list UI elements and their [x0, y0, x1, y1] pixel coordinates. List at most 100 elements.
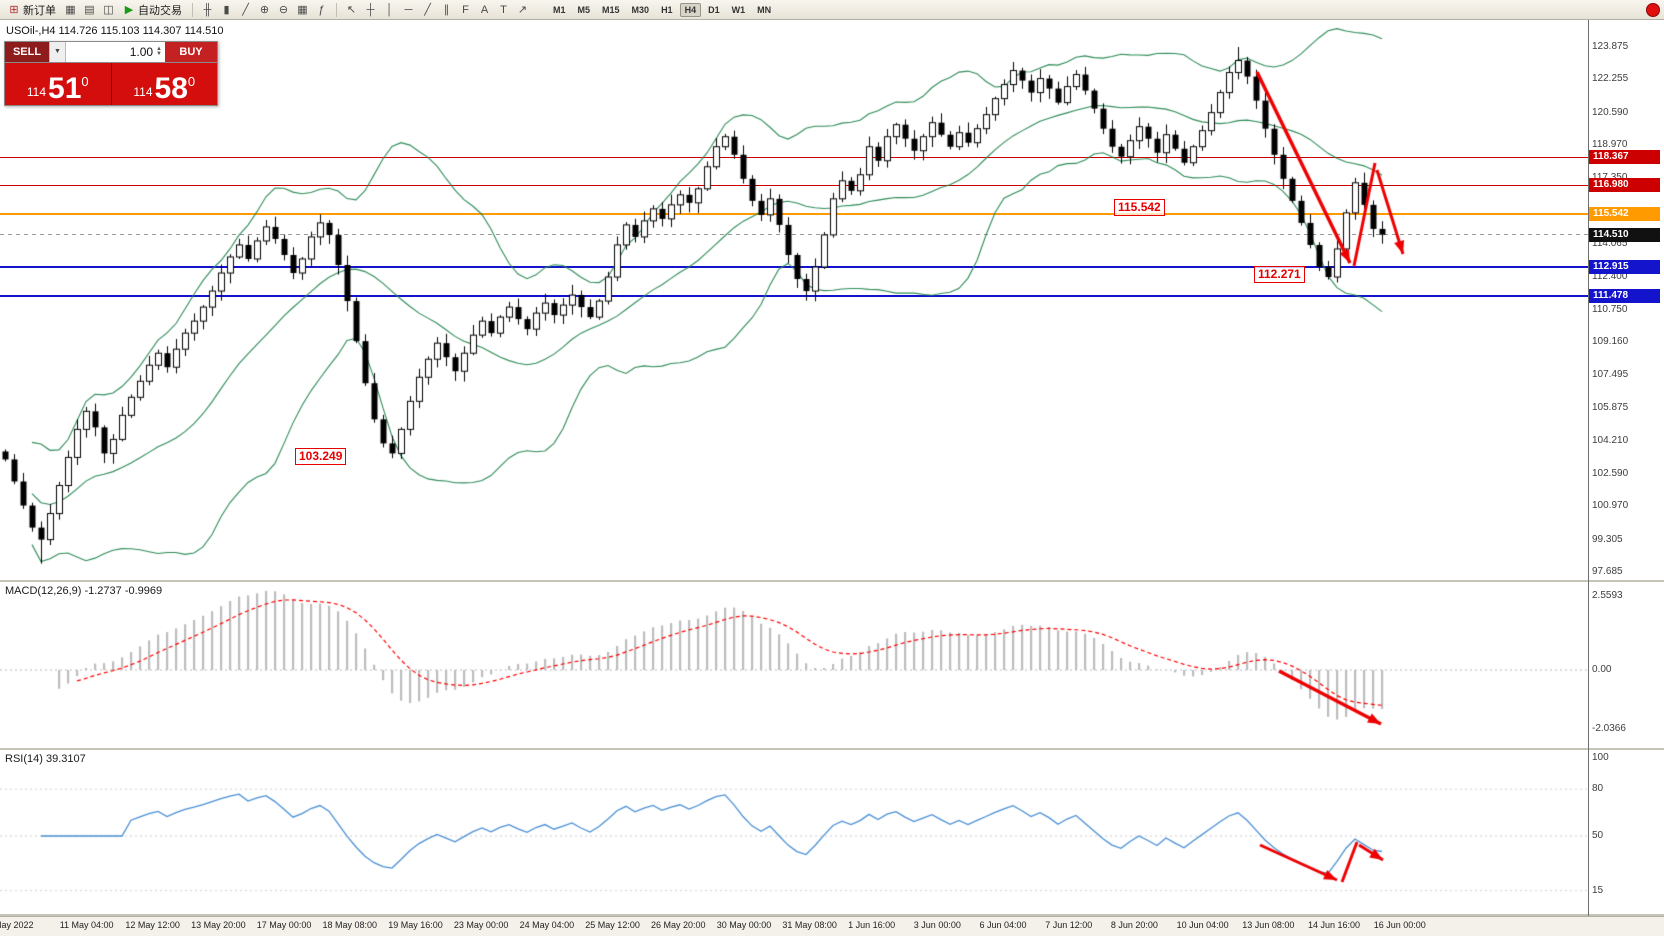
one-click-trading-panel: SELL ▼ 1.00 ▲ ▼ BUY 114 51 0 114 58 0: [4, 41, 218, 106]
buy-price-prefix: 114: [133, 85, 153, 99]
price-axis-label: 99.305: [1592, 533, 1623, 545]
horizontal-line-icon[interactable]: ─: [404, 3, 413, 16]
rsi-label: RSI(14) 39.3107: [5, 753, 86, 765]
timeframe-button-H1[interactable]: H1: [661, 4, 673, 15]
time-axis-label: 23 May 00:00: [453, 920, 509, 930]
volume-input[interactable]: 1.00 ▲ ▼: [66, 42, 165, 62]
time-axis[interactable]: [0, 916, 1664, 936]
timeframe-button-MN[interactable]: MN: [757, 4, 772, 15]
price-tag: 112.915: [1589, 259, 1660, 274]
price-axis-border: [1588, 20, 1589, 916]
sell-price-prefix: 114: [26, 85, 47, 99]
price-axis-label: 100.970: [1592, 500, 1629, 512]
price-axis-label: 110.750: [1592, 304, 1628, 316]
fibonacci-icon[interactable]: F: [462, 3, 469, 16]
time-axis-label: 24 May 04:00: [519, 920, 575, 930]
timeframe-button-H4[interactable]: H4: [679, 2, 702, 17]
bar-chart-icon[interactable]: ╫: [203, 3, 212, 16]
new-order-button[interactable]: ⊞ 新订单: [4, 2, 60, 18]
zoom-in-icon[interactable]: ⊕: [259, 3, 270, 16]
rsi-axis-label: 15: [1592, 884, 1604, 896]
notification-badge[interactable]: [1646, 2, 1660, 17]
autotrade-play-icon: ▶: [124, 3, 134, 16]
time-axis-label: 26 May 20:00: [651, 920, 706, 930]
zoom-out-icon[interactable]: ⊖: [278, 3, 289, 16]
time-axis-label: 31 May 08:00: [782, 920, 837, 930]
time-axis-label: 1 Jun 16:00: [848, 920, 896, 930]
candlestick-chart-icon[interactable]: ▮: [223, 3, 230, 16]
price-axis-label: 109.160: [1592, 335, 1629, 347]
macd-axis-label: 2.5593: [1592, 589, 1623, 601]
time-axis-label: 13 Jun 08:00: [1242, 920, 1295, 930]
cursor-icon[interactable]: ↖: [346, 3, 357, 16]
time-axis-label: 25 May 12:00: [585, 920, 640, 930]
buy-price-button[interactable]: 114 58 0: [111, 63, 217, 105]
profiles-icon[interactable]: ▤: [84, 3, 95, 16]
price-tag: 118.367: [1589, 150, 1660, 165]
timeframe-button-M5[interactable]: M5: [577, 4, 591, 15]
rsi-axis-label: 80: [1592, 783, 1604, 795]
toolbar: ⊞ 新订单 ▦ ▤ ◫ ▶ 自动交易 ╫ ▮ ╱ ⊕ ⊖ ▦ ƒ ↖ ┼ │ ─ ╱ ∥ F A T ↗ M1 M5 M15 M30 H…: [0, 0, 1664, 20]
buy-price-big: 58: [154, 72, 188, 105]
line-chart-icon[interactable]: ╱: [242, 3, 249, 16]
price-axis-label: 117.350: [1592, 172, 1627, 183]
volume-value: 1.00: [129, 45, 154, 59]
channel-icon[interactable]: ∥: [443, 3, 450, 16]
rsi-axis-label: 50: [1592, 830, 1604, 841]
price-axis-label: 118.970: [1592, 139, 1628, 151]
window-cascade-icon[interactable]: ◫: [103, 3, 114, 16]
time-axis-label: 16 Jun 00:00: [1373, 920, 1426, 930]
timeframe-button-M30[interactable]: M30: [631, 4, 650, 15]
text-icon[interactable]: A: [480, 3, 489, 16]
spin-up-icon[interactable]: ▲: [156, 46, 162, 52]
time-axis-label: May 2022: [0, 920, 34, 930]
price-axis-label: 122.255: [1592, 73, 1629, 85]
autotrade-button[interactable]: ▶ 自动交易: [119, 2, 186, 18]
indicators-icon[interactable]: ƒ: [318, 3, 325, 16]
time-axis-label: 30 May 00:00: [716, 920, 772, 930]
macd-axis-label: 0.00: [1592, 664, 1612, 675]
timeframe-button-W1[interactable]: W1: [731, 4, 746, 15]
price-axis-label: 107.495: [1592, 369, 1629, 381]
time-axis-label: 7 Jun 12:00: [1045, 920, 1093, 930]
price-axis-label: 97.685: [1592, 566, 1623, 577]
timeframe-button-M15[interactable]: M15: [602, 4, 620, 15]
time-axis-label: 11 May 04:00: [59, 920, 114, 930]
price-axis-label: 105.875: [1592, 401, 1629, 413]
arrow-tool-icon[interactable]: ↗: [517, 3, 528, 16]
chart-macd-splitter[interactable]: [0, 580, 1664, 582]
sell-price-button[interactable]: 114 51 0: [5, 63, 112, 105]
price-tag: 114.510: [1589, 227, 1660, 242]
time-axis-label: 14 Jun 16:00: [1308, 920, 1361, 930]
time-axis-label: 10 Jun 04:00: [1176, 920, 1229, 930]
rsi-axis-label: 100: [1592, 752, 1609, 763]
sell-price-big: 51: [48, 72, 82, 105]
charts-grid-icon[interactable]: ▦: [65, 3, 76, 16]
time-axis-label: 12 May 12:00: [125, 920, 180, 930]
trade-options-dropdown[interactable]: ▼: [49, 42, 66, 62]
timeframe-button-M1[interactable]: M1: [553, 4, 566, 15]
price-annotation: 112.271: [1254, 266, 1305, 283]
tile-windows-icon[interactable]: ▦: [297, 3, 308, 16]
macd-rsi-splitter[interactable]: [0, 748, 1664, 750]
timeframe-button-D1[interactable]: D1: [708, 4, 720, 15]
buy-price-sup: 0: [187, 74, 196, 89]
trendline-icon[interactable]: ╱: [424, 3, 431, 16]
label-icon[interactable]: T: [500, 3, 507, 16]
time-axis-label: 19 May 16:00: [388, 920, 443, 930]
buy-button[interactable]: BUY: [165, 42, 217, 62]
crosshair-icon[interactable]: ┼: [366, 3, 375, 16]
price-tag: 115.542: [1589, 207, 1660, 222]
macd-axis-label: -2.0366: [1592, 723, 1626, 735]
time-axis-label: 3 Jun 00:00: [913, 920, 961, 930]
sell-price-sup: 0: [81, 74, 89, 89]
time-axis-label: 6 Jun 04:00: [979, 920, 1027, 930]
spin-down-icon[interactable]: ▼: [156, 51, 162, 57]
time-axis-label: 13 May 20:00: [191, 920, 246, 930]
vertical-line-icon[interactable]: │: [386, 3, 393, 16]
volume-stepper[interactable]: ▲ ▼: [156, 46, 162, 57]
time-axis-label: 17 May 00:00: [256, 920, 312, 930]
sell-button[interactable]: SELL: [5, 42, 49, 62]
